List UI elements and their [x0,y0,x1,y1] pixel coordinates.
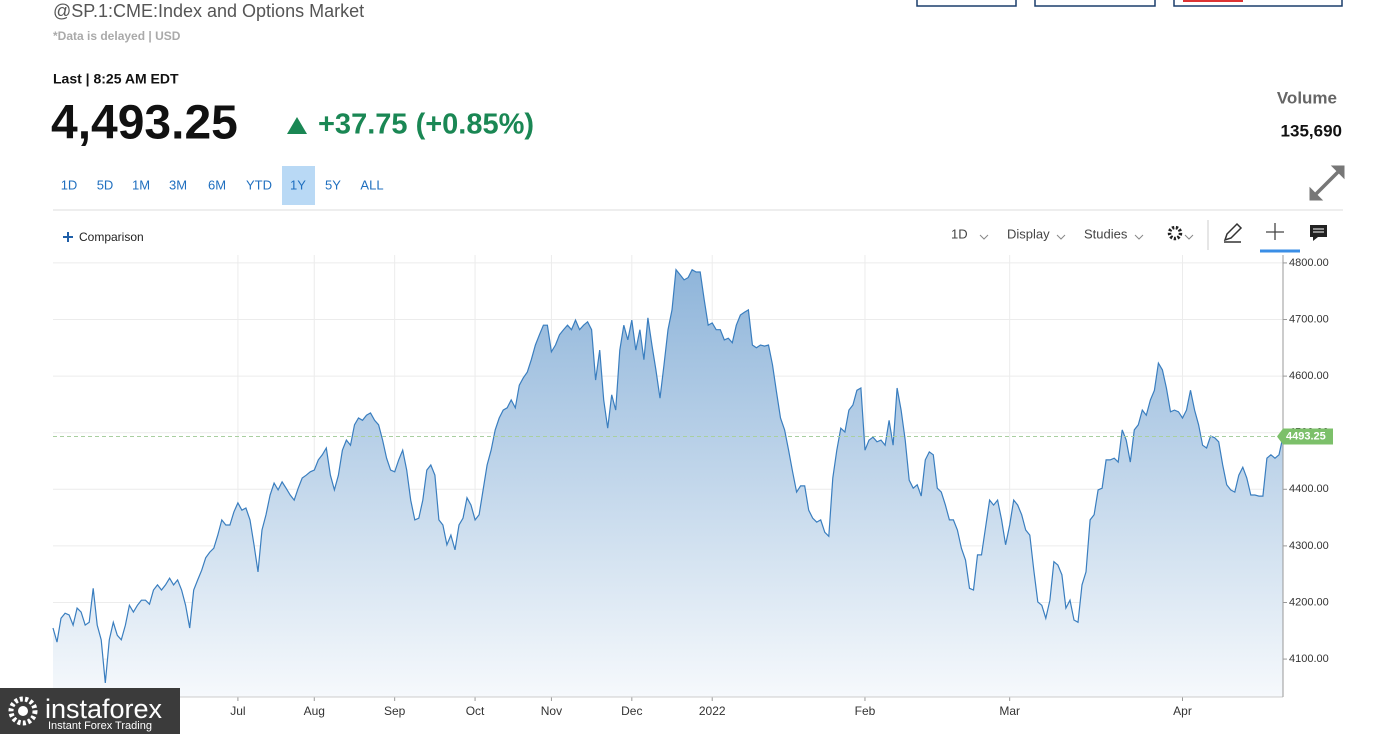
expand-icon[interactable] [1309,165,1345,201]
x-tick-label: Apr [1173,704,1192,718]
watermark-tagline: Instant Forex Trading [48,720,152,732]
x-tick-label: Feb [855,704,876,718]
range-button[interactable]: ALL [360,177,383,192]
top-button-accent [1183,0,1243,2]
y-tick-label: 4300.00 [1289,540,1329,552]
up-arrow [287,117,307,134]
range-button[interactable]: 1Y [290,177,306,192]
range-button[interactable]: 6M [208,177,226,192]
top-button[interactable] [1034,0,1156,7]
x-tick-label: Jul [230,704,245,718]
last-price-label: 4493.25 [1286,430,1326,442]
y-tick-label: 4100.00 [1289,653,1329,665]
range-button[interactable]: 5Y [325,177,341,192]
settings-icon[interactable] [1167,225,1183,241]
draw-icon[interactable] [1223,222,1243,243]
range-button[interactable]: 1M [132,177,150,192]
watermark-brand: instaforex [45,694,163,724]
display-button[interactable]: Display [1007,226,1050,241]
y-tick-label: 4200.00 [1289,596,1329,608]
x-tick-label: Sep [384,704,406,718]
range-button[interactable]: 1D [61,177,78,192]
watermark-bg [0,688,180,734]
studies-button[interactable]: Studies [1084,226,1128,241]
y-tick-label: 4700.00 [1289,313,1329,325]
x-tick-label: Oct [466,704,485,718]
range-button[interactable]: YTD [246,177,272,192]
price-chart: 4100.004200.004300.004400.004500.004600.… [52,255,1333,718]
range-selected-bg [282,166,315,205]
x-tick-label: Nov [541,704,562,718]
delay-note: *Data is delayed | USD [53,29,181,43]
x-tick-label: Mar [999,704,1020,718]
x-tick-label: 2022 [699,704,726,718]
x-tick-label: Dec [621,704,642,718]
range-button[interactable]: 3M [169,177,187,192]
y-tick-label: 4600.00 [1289,370,1329,382]
price-change: +37.75 (+0.85%) [318,109,534,141]
price-line [52,268,1284,683]
chevrons [979,234,1194,240]
last-price: 4,493.25 [51,97,238,150]
comment-icon[interactable] [1310,225,1327,241]
watermark-logo [8,696,38,726]
last-time: Last | 8:25 AM EDT [53,71,179,87]
area-fill [53,269,1283,697]
range-button[interactable]: 5D [97,177,114,192]
interval-button[interactable]: 1D [951,226,968,241]
crosshair-icon[interactable] [1266,223,1284,240]
volume-value: 135,690 [1281,121,1342,140]
last-price-tag [1277,428,1333,445]
x-tick-label: Aug [304,704,325,718]
plus-icon[interactable] [63,232,73,242]
top-button[interactable] [916,0,1017,7]
y-tick-label: 4800.00 [1289,257,1329,269]
y-tick-label: 4400.00 [1289,483,1329,495]
quote-title: @SP.1:CME:Index and Options Market [53,1,364,21]
top-button[interactable] [1173,0,1343,7]
volume-label: Volume [1277,88,1337,107]
comparison-button[interactable]: Comparison [79,230,144,244]
